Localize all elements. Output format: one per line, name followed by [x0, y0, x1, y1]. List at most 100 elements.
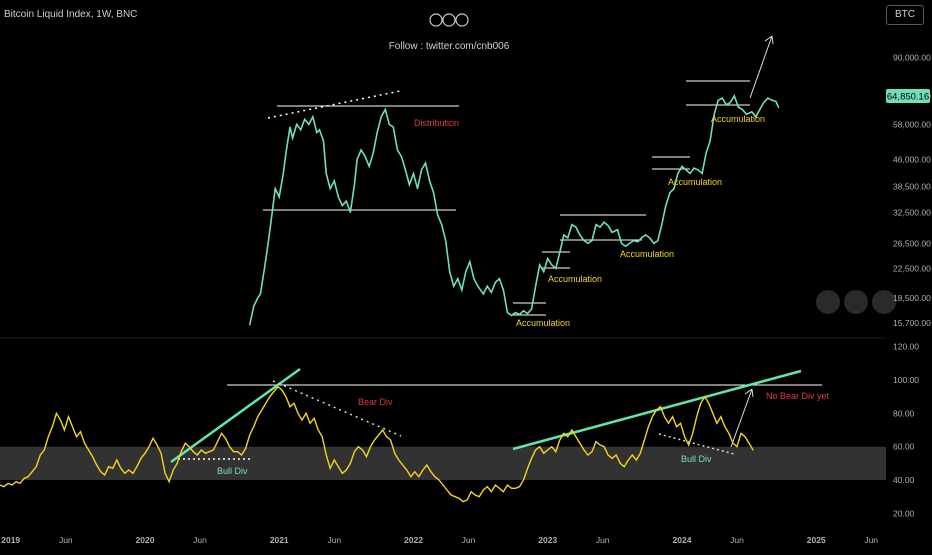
time-tick-label: Jun: [864, 535, 878, 545]
price-point: [745, 113, 748, 115]
price-point: [713, 113, 715, 115]
rsi-point: [712, 412, 714, 414]
rsi-point: [458, 497, 460, 499]
price-point: [322, 140, 325, 142]
price-point: [759, 108, 761, 111]
rsi-point: [668, 422, 669, 424]
rsi-point: [112, 467, 114, 469]
rsi-point: [51, 426, 53, 428]
price-point: [547, 257, 549, 260]
rsi-point: [84, 442, 86, 444]
price-point: [518, 313, 521, 316]
rsi-point: [309, 422, 311, 424]
rsi-point: [265, 402, 267, 404]
price-point: [645, 234, 647, 236]
rsi-arrow-line: [730, 388, 753, 448]
rsi-point: [7, 482, 9, 484]
price-point: [579, 234, 581, 236]
rsi-point: [523, 479, 524, 481]
time-tick-label: Jun: [193, 535, 207, 545]
price-point: [424, 162, 427, 164]
rsi-point: [643, 439, 645, 441]
rsi-point: [124, 472, 126, 474]
rsi-point: [422, 469, 424, 471]
rsi-point: [688, 444, 690, 446]
cnb-logo: [429, 13, 469, 27]
rsi-point: [19, 482, 21, 484]
price-point: [697, 169, 699, 171]
price-point: [506, 312, 508, 314]
rsi-point: [752, 449, 754, 451]
rsi-point: [603, 446, 605, 448]
time-tick-label: 2025: [807, 535, 826, 545]
distribution-label: Distribution: [414, 118, 459, 128]
rsi-point: [567, 436, 569, 438]
price-point: [514, 312, 517, 314]
rsi-point: [378, 434, 380, 436]
rsi-point: [732, 442, 734, 444]
rsi-point: [551, 446, 553, 448]
price-point: [445, 240, 447, 242]
price-point: [751, 111, 753, 113]
rsi-point: [160, 452, 162, 454]
rsi-point: [47, 436, 49, 438]
rsi-point: [31, 471, 33, 473]
price-tick-label: 18,500.00: [893, 293, 931, 303]
price-point: [304, 118, 306, 120]
price-tick-label: 32,500.00: [893, 207, 931, 217]
symbol-button[interactable]: BTC: [886, 5, 924, 25]
rsi-point: [591, 451, 593, 453]
price-point: [607, 225, 609, 227]
rsi-point: [172, 469, 174, 471]
rsi-trend-line-left: [170, 367, 301, 464]
price-point: [396, 149, 398, 151]
price-point: [490, 291, 492, 293]
rsi-point: [579, 442, 581, 444]
time-tick-label: 2021: [270, 535, 289, 545]
price-point: [341, 205, 343, 207]
price-point: [510, 314, 513, 316]
rsi-point: [466, 499, 468, 501]
price-tick-label: 58,000.00: [893, 119, 931, 129]
rsi-point: [744, 436, 746, 438]
rsi-tick-label: 100.00: [893, 375, 919, 385]
price-point: [701, 172, 703, 175]
rsi-point: [430, 471, 432, 473]
rsi-point: [237, 451, 239, 453]
price-point: [392, 126, 394, 128]
rsi-point: [164, 472, 166, 474]
price-point: [591, 240, 593, 242]
time-tick-label: Jun: [596, 535, 610, 545]
price-point: [360, 149, 362, 151]
rsi-point: [3, 486, 5, 488]
rsi-point: [225, 437, 226, 439]
rsi-point: [212, 449, 214, 451]
price-point: [259, 293, 261, 295]
price-point: [673, 188, 675, 190]
rsi-point: [390, 439, 392, 441]
rsi-point: [156, 444, 158, 446]
rsi-line: [0, 385, 754, 503]
price-point: [482, 293, 484, 295]
time-tick-label: 2022: [404, 535, 423, 545]
rsi-point: [398, 459, 400, 461]
rsi-point: [23, 477, 25, 479]
rsi-point: [474, 494, 476, 496]
price-point: [412, 172, 415, 175]
price-point: [384, 108, 386, 111]
price-point: [316, 131, 318, 134]
bear-div-dotted: [272, 380, 402, 437]
rsi-point: [249, 434, 251, 436]
price-point: [539, 264, 541, 266]
rsi-point: [176, 462, 178, 464]
rsi-point: [374, 439, 375, 441]
price-point: [477, 285, 479, 287]
rsi-point: [519, 486, 520, 488]
rsi-point: [35, 466, 37, 468]
rsi-point: [559, 439, 561, 441]
rsi-point: [482, 489, 484, 491]
rsi-point: [128, 469, 130, 471]
rsi-point: [418, 476, 420, 478]
